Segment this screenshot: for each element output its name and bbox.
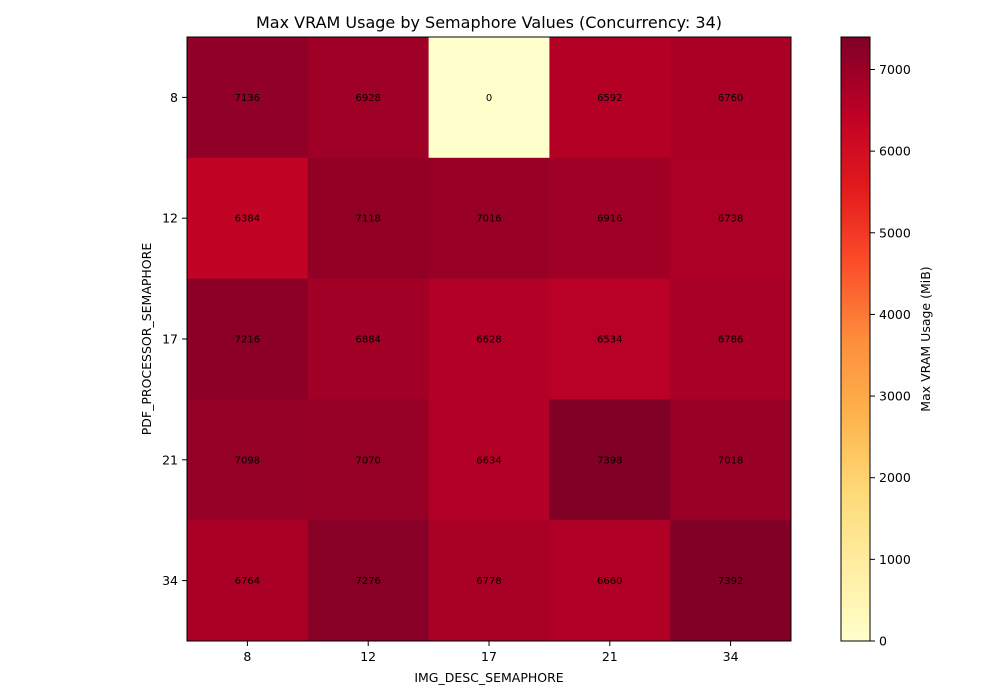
cell-value-r2-c3: 6534 <box>597 335 622 346</box>
heatmap-cell-r3-c0 <box>187 399 309 521</box>
cell-value-r0-c2: 0 <box>486 93 492 104</box>
heatmap-cell-r1-c2 <box>428 157 550 280</box>
colorbar-tick-label-7: 7000 <box>879 62 911 77</box>
cell-value-r1-c0: 6384 <box>235 214 260 225</box>
x-tick-label-1: 12 <box>360 649 376 664</box>
cell-value-r1-c1: 7118 <box>355 214 380 225</box>
colorbar-ticks: 0 1000 2000 3000 4000 5000 6000 7000 <box>870 62 911 649</box>
heatmap-cell-r4-c0 <box>187 520 309 642</box>
cell-value-r2-c4: 6786 <box>718 335 743 346</box>
cell-value-r2-c2: 6628 <box>476 335 501 346</box>
cell-value-r1-c2: 7016 <box>476 214 501 225</box>
heatmap-cell-r0-c3 <box>549 37 671 159</box>
heatmap-cell-r2-c2 <box>428 278 550 400</box>
cell-value-r0-c3: 6592 <box>597 93 622 104</box>
heatmap-cell-r4-c1 <box>307 520 430 642</box>
cell-value-r0-c0: 7136 <box>235 93 260 104</box>
heatmap-cell-r4-c2 <box>428 520 550 642</box>
chart-title: Max VRAM Usage by Semaphore Values (Conc… <box>256 13 722 32</box>
cell-value-r4-c1: 7276 <box>355 576 380 587</box>
heatmap-cells <box>187 37 792 642</box>
cell-value-r3-c1: 7070 <box>355 455 380 466</box>
y-axis-ticks: 8 12 17 21 34 <box>162 90 187 588</box>
colorbar-tick-label-1: 1000 <box>879 552 911 567</box>
heatmap-cell-r3-c4 <box>670 399 792 521</box>
cell-value-r4-c2: 6778 <box>476 576 501 587</box>
colorbar-tick-label-4: 4000 <box>879 307 911 322</box>
cell-value-r2-c1: 6884 <box>355 335 380 346</box>
colorbar-tick-label-5: 5000 <box>879 225 911 240</box>
cell-value-r3-c3: 7398 <box>597 455 622 466</box>
y-axis-label: PDF_PROCESSOR_SEMAPHORE <box>139 243 154 436</box>
y-tick-label-3: 21 <box>162 452 178 467</box>
x-tick-label-3: 21 <box>602 649 618 664</box>
cell-value-r3-c4: 7018 <box>718 455 743 466</box>
heatmap-cell-r3-c2 <box>428 399 550 521</box>
heatmap-cell-r2-c3 <box>549 278 671 400</box>
cell-value-r3-c2: 6634 <box>476 455 501 466</box>
heatmap-cell-r3-c3 <box>549 399 671 521</box>
heatmap-cell-r1-c4 <box>670 157 792 280</box>
heatmap-cell-r2-c0 <box>187 278 309 400</box>
colorbar-tick-label-2: 2000 <box>879 470 911 485</box>
heatmap-cell-r2-c4 <box>670 278 792 400</box>
x-tick-label-4: 34 <box>723 649 739 664</box>
cell-value-r4-c4: 7392 <box>718 576 743 587</box>
heatmap-cell-r4-c4 <box>670 520 792 642</box>
colorbar <box>840 36 871 642</box>
x-tick-label-2: 17 <box>481 649 497 664</box>
heatmap-cell-r1-c0 <box>187 157 309 280</box>
cell-value-r1-c4: 6738 <box>718 214 743 225</box>
heatmap-cell-labels: 7136 6928 0 6592 6760 6384 7118 7016 6916 6738 721… <box>235 93 744 587</box>
heatmap-cell-r1-c1 <box>307 157 430 280</box>
heatmap-cell-r0-c4 <box>670 37 792 159</box>
cell-value-r0-c4: 6760 <box>718 93 743 104</box>
cell-value-r4-c3: 6660 <box>597 576 622 587</box>
y-tick-label-0: 8 <box>170 90 178 105</box>
cell-value-r2-c0: 7216 <box>235 335 260 346</box>
heatmap-cell-r0-c0 <box>187 37 309 159</box>
heatmap-cell-r4-c3 <box>549 520 671 642</box>
colorbar-tick-label-0: 0 <box>879 634 887 649</box>
cell-value-r0-c1: 6928 <box>355 93 380 104</box>
heatmap-cell-r0-c2 <box>428 37 550 159</box>
cell-value-r4-c0: 6764 <box>235 576 260 587</box>
heatmap-cell-r1-c3 <box>549 157 671 280</box>
x-axis-label: IMG_DESC_SEMAPHORE <box>414 670 563 685</box>
colorbar-label: Max VRAM Usage (MiB) <box>918 266 933 411</box>
y-tick-label-1: 12 <box>162 211 178 226</box>
x-axis-ticks: 8 12 17 21 34 <box>243 641 739 664</box>
cell-value-r1-c3: 6916 <box>597 214 622 225</box>
colorbar-tick-label-6: 6000 <box>879 144 911 159</box>
heatmap-cell-r0-c1 <box>307 37 430 159</box>
x-tick-label-0: 8 <box>243 649 251 664</box>
heatmap-cell-r2-c1 <box>307 278 430 400</box>
heatmap-cell-r3-c1 <box>307 399 430 521</box>
colorbar-tick-label-3: 3000 <box>879 389 911 404</box>
cell-value-r3-c0: 7098 <box>235 455 260 466</box>
y-tick-label-4: 34 <box>162 573 178 588</box>
y-tick-label-2: 17 <box>162 332 178 347</box>
